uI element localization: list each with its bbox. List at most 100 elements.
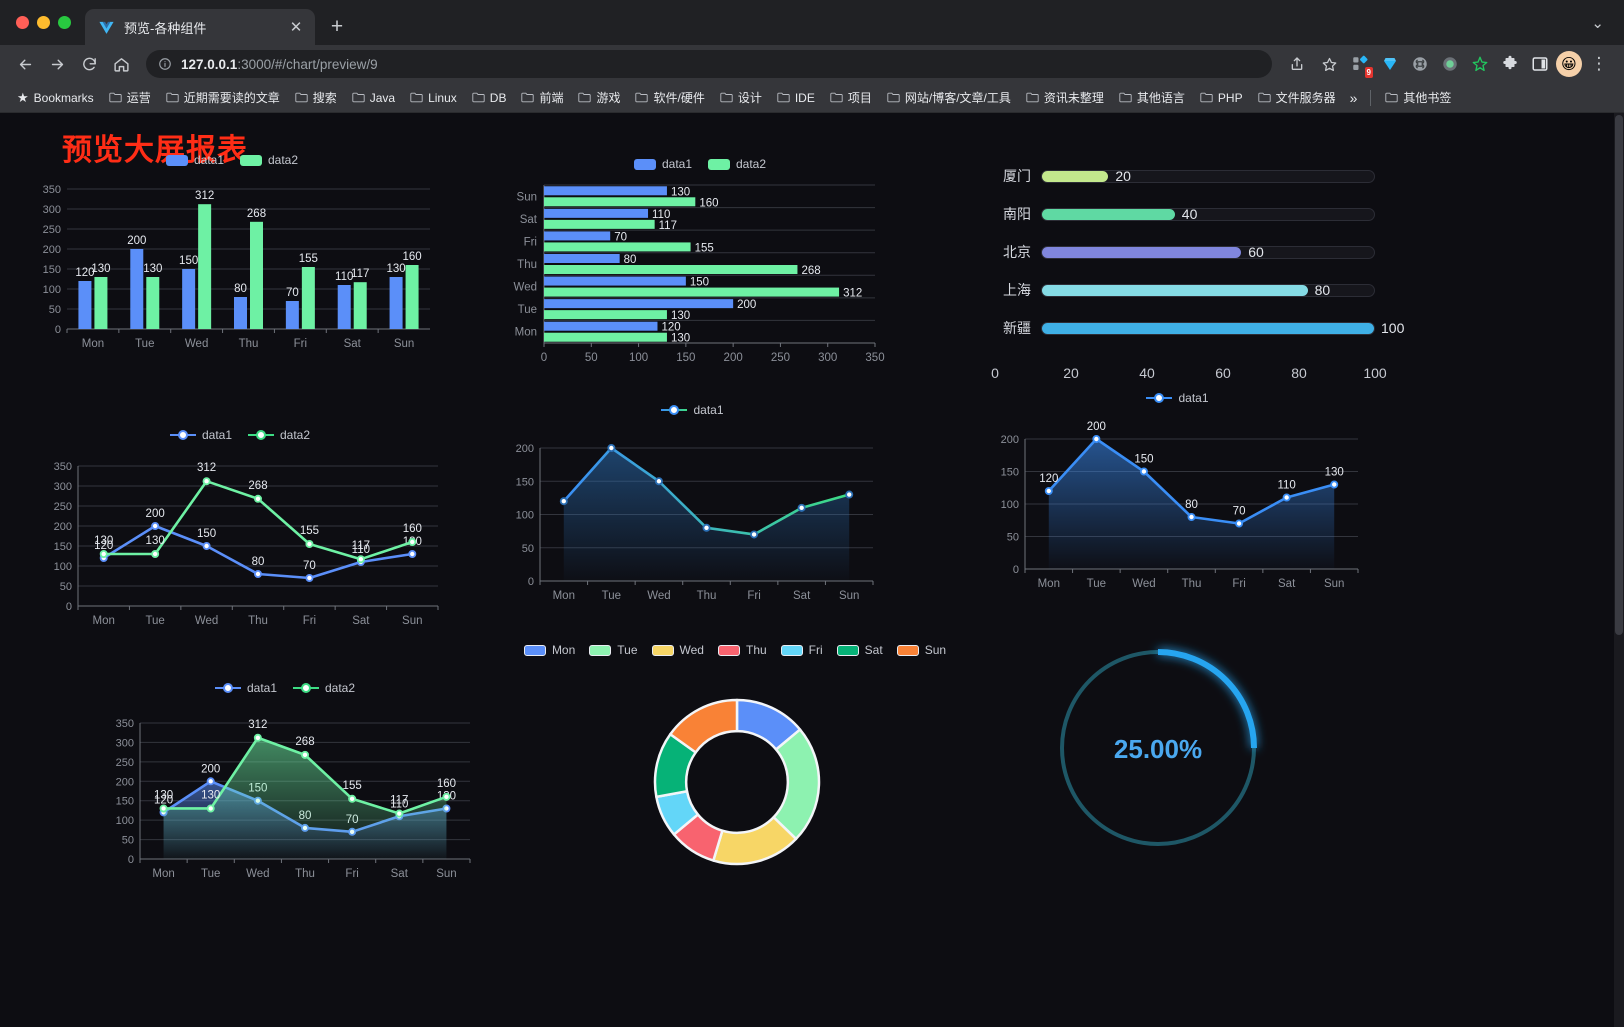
bookmark-folder[interactable]: 游戏 bbox=[571, 86, 627, 109]
tab-strip: 预览-各种组件 ✕ + ⌄ bbox=[0, 0, 1624, 45]
legend-item-sat[interactable]: Sat bbox=[836, 643, 883, 657]
svg-text:50: 50 bbox=[1007, 532, 1019, 544]
extension-star-green-icon[interactable] bbox=[1466, 50, 1494, 78]
bookmarks-root[interactable]: ★ Bookmarks bbox=[10, 87, 101, 109]
svg-text:Sat: Sat bbox=[793, 590, 811, 602]
bookmark-label: Linux bbox=[428, 90, 457, 105]
progress-label: 新疆 bbox=[1003, 320, 1031, 336]
profile-avatar[interactable]: 😀 bbox=[1556, 51, 1582, 77]
legend-item-data2[interactable]: data2 bbox=[248, 428, 310, 442]
bookmark-folder[interactable]: 前端 bbox=[514, 86, 570, 109]
bookmark-folder[interactable]: DB bbox=[465, 88, 514, 108]
bookmark-folder[interactable]: 其他语言 bbox=[1112, 86, 1192, 109]
legend-item-wed[interactable]: Wed bbox=[651, 643, 704, 657]
side-panel-button[interactable] bbox=[1526, 50, 1554, 78]
scrollbar-thumb[interactable] bbox=[1615, 115, 1623, 635]
legend-item-thu[interactable]: Thu bbox=[717, 643, 767, 657]
bookmark-label: DB bbox=[489, 90, 507, 105]
legend-item-data1[interactable]: data1 bbox=[214, 681, 277, 695]
folder-icon bbox=[635, 92, 649, 103]
svg-text:100: 100 bbox=[516, 510, 534, 522]
folder-icon bbox=[109, 92, 122, 103]
svg-text:160: 160 bbox=[699, 197, 718, 209]
forward-button[interactable] bbox=[42, 49, 72, 79]
minimize-window-button[interactable] bbox=[37, 16, 50, 29]
bookmark-folder[interactable]: 设计 bbox=[713, 86, 769, 109]
svg-text:Thu: Thu bbox=[239, 338, 259, 350]
extension-circle-icon[interactable] bbox=[1436, 50, 1464, 78]
bookmark-folder[interactable]: Linux bbox=[403, 88, 464, 108]
bookmark-folder[interactable]: 近期需要读的文章 bbox=[159, 86, 287, 109]
bookmarks-overflow-button[interactable]: » bbox=[1349, 89, 1358, 106]
svg-text:268: 268 bbox=[247, 208, 266, 220]
chevron-down-icon[interactable]: ⌄ bbox=[1591, 14, 1604, 32]
legend-item-data2[interactable]: data2 bbox=[240, 153, 298, 167]
svg-text:Wed: Wed bbox=[1132, 578, 1155, 590]
legend-item-data1[interactable]: data1 bbox=[661, 403, 724, 417]
legend-swatch bbox=[717, 644, 740, 656]
close-window-button[interactable] bbox=[16, 16, 29, 29]
reload-button[interactable] bbox=[74, 49, 104, 79]
page-scrollbar[interactable] bbox=[1614, 113, 1624, 1027]
bookmark-star-button[interactable] bbox=[1314, 49, 1344, 79]
legend-item-data2[interactable]: data2 bbox=[708, 157, 766, 171]
legend-item-data1[interactable]: data1 bbox=[1146, 391, 1209, 405]
svg-text:80: 80 bbox=[252, 556, 265, 568]
share-button[interactable] bbox=[1282, 49, 1312, 79]
legend-item-data1[interactable]: data1 bbox=[169, 428, 232, 442]
gauge-plot: 25.00% bbox=[1060, 649, 1257, 846]
chart-line-gradient: data1 0 50 100 150 200 Mon Tue Wed Thu Fri Sat Sun bbox=[495, 403, 890, 618]
bookmark-folder[interactable]: 网站/博客/文章/工具 bbox=[880, 86, 1018, 109]
legend-item-fri[interactable]: Fri bbox=[780, 643, 823, 657]
legend-label: Sun bbox=[924, 643, 947, 657]
legend-item-mon[interactable]: Mon bbox=[523, 643, 575, 657]
svg-text:312: 312 bbox=[843, 288, 862, 300]
svg-text:Tue: Tue bbox=[1087, 578, 1106, 590]
other-bookmarks-folder[interactable]: 其他书签 bbox=[1378, 86, 1458, 109]
extension-badge: 9 bbox=[1364, 67, 1373, 78]
svg-text:150: 150 bbox=[116, 796, 134, 808]
bookmark-folder[interactable]: 项目 bbox=[823, 86, 879, 109]
extension-diamond-icon[interactable] bbox=[1376, 50, 1404, 78]
bookmark-folder[interactable]: Java bbox=[345, 88, 402, 108]
legend-item-sun[interactable]: Sun bbox=[896, 643, 947, 657]
svg-text:Tue: Tue bbox=[145, 615, 164, 627]
maximize-window-button[interactable] bbox=[58, 16, 71, 29]
star-icon: ★ bbox=[17, 89, 29, 105]
browser-menu-button[interactable]: ⋮ bbox=[1590, 54, 1608, 73]
svg-text:130: 130 bbox=[91, 263, 110, 275]
bookmark-folder[interactable]: 资讯未整理 bbox=[1019, 86, 1111, 109]
bookmark-folder[interactable]: 软件/硬件 bbox=[628, 86, 711, 109]
progress-label: 上海 bbox=[1003, 282, 1031, 298]
legend-item-tue[interactable]: Tue bbox=[589, 643, 638, 657]
svg-text:110: 110 bbox=[335, 271, 353, 283]
svg-text:150: 150 bbox=[54, 541, 72, 553]
axis-tick: 0 bbox=[991, 365, 999, 381]
bookmark-folder[interactable]: PHP bbox=[1193, 88, 1250, 108]
svg-text:350: 350 bbox=[116, 718, 134, 730]
svg-text:300: 300 bbox=[43, 204, 61, 216]
back-button[interactable] bbox=[10, 49, 40, 79]
bookmark-folder[interactable]: IDE bbox=[770, 88, 822, 108]
extension-command-icon[interactable] bbox=[1406, 50, 1434, 78]
svg-text:80: 80 bbox=[624, 254, 637, 266]
legend-item-data1[interactable]: data1 bbox=[165, 153, 224, 167]
legend-label: data2 bbox=[268, 153, 299, 167]
extension-puzzle-icon[interactable] bbox=[1496, 50, 1524, 78]
legend-item-data1[interactable]: data1 bbox=[633, 157, 692, 171]
bookmark-folder[interactable]: 搜索 bbox=[288, 86, 344, 109]
svg-text:Fri: Fri bbox=[294, 338, 307, 350]
extension-grid-icon[interactable]: 9 bbox=[1346, 50, 1374, 78]
close-tab-button[interactable]: ✕ bbox=[289, 19, 303, 36]
bookmark-folder[interactable]: 文件服务器 bbox=[1251, 86, 1343, 109]
svg-text:70: 70 bbox=[303, 560, 316, 572]
svg-text:250: 250 bbox=[43, 224, 61, 236]
svg-text:200: 200 bbox=[1087, 421, 1106, 433]
address-bar[interactable]: 127.0.0.1:3000/#/chart/preview/9 bbox=[146, 50, 1272, 78]
home-button[interactable] bbox=[106, 49, 136, 79]
new-tab-button[interactable]: + bbox=[330, 15, 344, 38]
legend-item-data2[interactable]: data2 bbox=[293, 681, 355, 695]
browser-tab[interactable]: 预览-各种组件 ✕ bbox=[85, 9, 315, 45]
svg-text:Wed: Wed bbox=[195, 615, 218, 627]
bookmark-folder[interactable]: 运营 bbox=[102, 86, 158, 109]
